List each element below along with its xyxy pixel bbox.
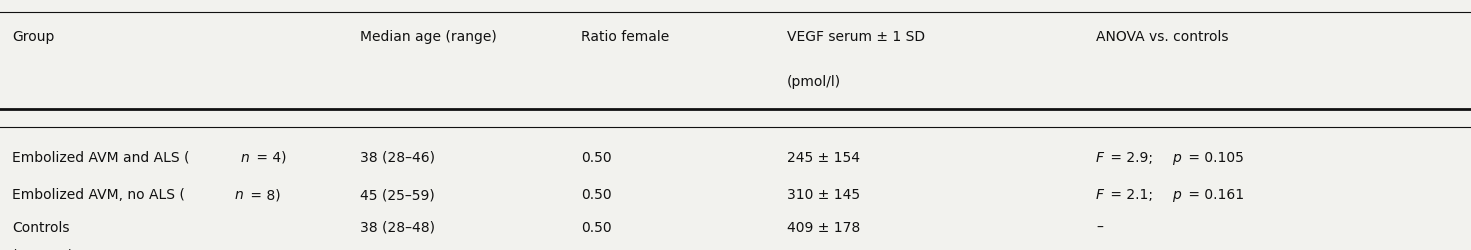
Text: (pmol/l): (pmol/l) xyxy=(787,75,841,89)
Text: –: – xyxy=(1096,220,1103,234)
Text: n: n xyxy=(241,150,250,164)
Text: VEGF serum ± 1 SD: VEGF serum ± 1 SD xyxy=(787,30,925,44)
Text: Embolized AVM and ALS (: Embolized AVM and ALS ( xyxy=(12,150,190,164)
Text: = 20): = 20) xyxy=(29,248,74,250)
Text: (: ( xyxy=(12,248,18,250)
Text: F: F xyxy=(1096,150,1103,164)
Text: = 0.105: = 0.105 xyxy=(1184,150,1243,164)
Text: 0.50: 0.50 xyxy=(581,150,612,164)
Text: Median age (range): Median age (range) xyxy=(360,30,497,44)
Text: 0.50: 0.50 xyxy=(581,220,612,234)
Text: = 2.1;: = 2.1; xyxy=(1106,188,1158,202)
Text: = 4): = 4) xyxy=(252,150,287,164)
Text: 38 (28–48): 38 (28–48) xyxy=(360,220,435,234)
Text: Ratio female: Ratio female xyxy=(581,30,669,44)
Text: Embolized AVM, no ALS (: Embolized AVM, no ALS ( xyxy=(12,188,185,202)
Text: p: p xyxy=(1172,150,1181,164)
Text: 38 (28–46): 38 (28–46) xyxy=(360,150,435,164)
Text: 409 ± 178: 409 ± 178 xyxy=(787,220,861,234)
Text: p: p xyxy=(1172,188,1181,202)
Text: 45 (25–59): 45 (25–59) xyxy=(360,188,435,202)
Text: F: F xyxy=(1096,188,1103,202)
Text: = 0.161: = 0.161 xyxy=(1184,188,1244,202)
Text: = 2.9;: = 2.9; xyxy=(1106,150,1158,164)
Text: n: n xyxy=(235,188,244,202)
Text: Controls: Controls xyxy=(12,220,69,234)
Text: = 8): = 8) xyxy=(246,188,281,202)
Text: ANOVA vs. controls: ANOVA vs. controls xyxy=(1096,30,1228,44)
Text: n: n xyxy=(19,248,28,250)
Text: Group: Group xyxy=(12,30,54,44)
Text: 245 ± 154: 245 ± 154 xyxy=(787,150,861,164)
Text: 310 ± 145: 310 ± 145 xyxy=(787,188,861,202)
Text: 0.50: 0.50 xyxy=(581,188,612,202)
